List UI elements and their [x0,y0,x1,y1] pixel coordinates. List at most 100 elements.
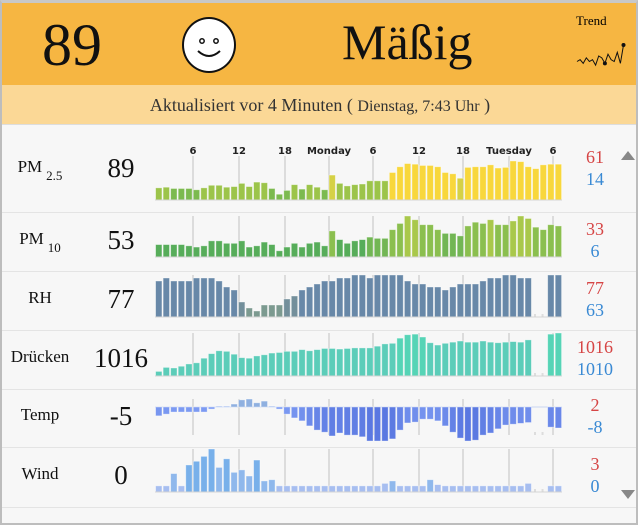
chart-bar [170,280,178,318]
chart-bar [502,406,510,426]
chart-bar [343,242,351,258]
chart-bar [313,485,321,493]
trend-sparkline[interactable] [575,39,627,71]
chart-bar [298,289,306,318]
sparkline-point [621,43,626,47]
aqi-value: 89 [42,12,102,78]
chart-bar [426,342,434,377]
chart-bar [517,341,525,377]
metric-min: 1010 [577,358,613,379]
chart-bar [343,185,351,201]
chart-bar [162,406,170,415]
chart-bar [283,298,291,318]
chart-bar [358,485,366,493]
chart-bar [434,229,442,258]
chart-bar [170,367,178,377]
chart-bar [321,189,329,201]
chart-bar [155,280,163,318]
chart-bar [456,406,464,439]
chart-bar [207,353,216,377]
chart-bar [207,240,216,258]
chart-bar [305,406,314,427]
chart-bar [517,485,525,493]
chart-bar [396,406,404,431]
chart-bar [200,277,208,318]
chart-bar [532,168,540,201]
chart-bar [260,354,268,377]
metric-name: Wind [21,464,59,483]
scroll-up-icon[interactable] [621,151,635,160]
chart-bar [321,348,329,377]
metric-current-value: -5 [109,401,133,431]
chart-bar [471,221,480,258]
chart-bar [328,348,336,377]
metric-row-temp[interactable]: Temp -5 2 -8 [2,390,636,448]
chart-bar [381,483,389,493]
chart-bar [200,406,208,413]
trend-label[interactable]: Trend [576,13,607,28]
metric-max: 77 [586,277,604,298]
chart-bar [479,280,487,318]
chart-bar [223,458,231,493]
metric-label: Temp [2,405,78,425]
chart-bar [486,341,495,377]
chart-bar [207,184,216,201]
chart-bar [230,403,238,408]
chart-bar [200,245,208,258]
chart-bar [238,182,246,201]
chart-bar [177,244,185,258]
chart-bar [456,235,464,258]
metric-row-pm10[interactable]: PM 10 53 33 6 [2,213,636,272]
chart-bar [396,274,404,318]
chart-bar [245,357,253,377]
metric-row-wind[interactable]: Wind 0 3 0 [2,448,636,508]
chart-bar [388,274,397,318]
chart-bar [534,489,536,492]
chart-bar [434,286,442,318]
paren: ) [484,95,491,115]
chart-bar [388,480,397,493]
chart-bar [275,406,283,410]
chart-bar [351,406,359,436]
chart-bar [305,485,314,493]
chart-bar [207,448,216,493]
chart-bar [155,187,163,201]
sparkline-path [576,44,624,67]
chart-bar [479,406,487,436]
chart-bar [441,232,449,258]
chart-bar [471,485,480,493]
chart-bar [517,277,525,318]
metric-row-pm25[interactable]: PM 2.5 89 61 14 6 12 18 Monday 6 12 18 Tuesday 6 [2,128,636,213]
metric-row-rh[interactable]: RH 77 77 63 [2,272,636,331]
chart-bar [464,283,472,318]
metric-row-pres[interactable]: Drücken 1016 1016 1010 [2,331,636,390]
chart-bar [419,336,427,377]
chart-bar [223,186,231,201]
chart-bar [238,357,246,377]
chart-bar [260,480,268,493]
chart-bar [534,373,536,376]
chart-bar [215,280,223,318]
chart-bar [388,406,397,440]
chart-bar [298,485,306,493]
metric-current-value: 89 [107,152,135,183]
metric-label: Drücken [2,347,78,367]
scroll-down-icon[interactable] [621,490,635,499]
chart-bar [547,163,555,201]
chart-bar [275,485,283,493]
chart-bar [486,164,495,201]
chart-bar [509,160,517,201]
chart-bar [486,277,495,318]
chart-bar [170,406,178,413]
chart-bar [411,163,419,201]
metric-name: Drücken [10,346,70,366]
chart-bar [554,332,562,377]
chart-bar [456,177,464,201]
chart-bar [298,188,306,201]
chart-bar [388,172,397,201]
chart-bar [343,277,351,318]
chart-bar [502,274,510,318]
chart-bar [185,363,193,377]
chart-bar [539,229,547,258]
chart-bar [486,219,495,258]
